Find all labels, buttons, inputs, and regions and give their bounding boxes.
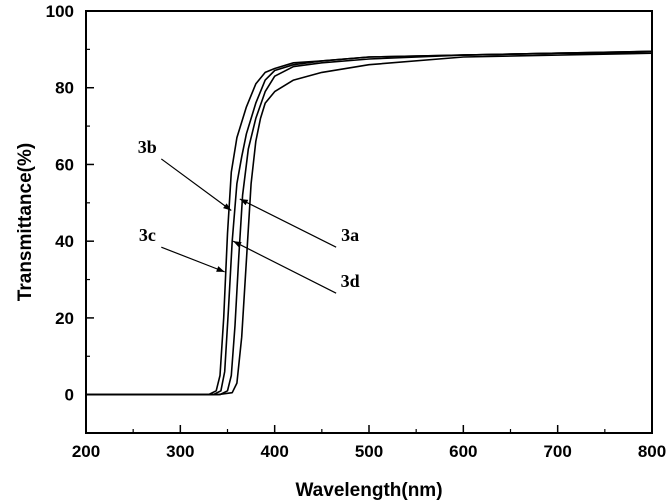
series-line-3c	[86, 52, 652, 396]
tick-labels-group: 200 300 400 500 600 700 800 0 20 40 60 80 100	[46, 2, 667, 461]
x-tick-label: 700	[543, 442, 571, 461]
series-line-3b	[86, 50, 653, 396]
annotation-label: 3b	[138, 137, 157, 157]
y-tick-label: 100	[46, 2, 74, 21]
series-line-3a	[86, 52, 653, 396]
annotations-group: 3b 3a 3c 3d	[138, 137, 360, 294]
annotation-arrow-line	[232, 240, 337, 294]
annotation-label: 3c	[139, 225, 156, 245]
y-tick-label: 40	[55, 232, 74, 251]
annotation-arrow-line	[239, 198, 337, 248]
y-axis-title: Transmittance(%)	[15, 143, 36, 301]
x-tick-label: 300	[166, 442, 194, 461]
annotation-arrow-line	[161, 246, 225, 273]
annotation-arrowhead	[233, 241, 242, 248]
y-tick-label: 0	[65, 386, 74, 405]
annotation-arrowhead	[216, 266, 225, 272]
x-tick-label: 800	[638, 442, 666, 461]
x-axis-title: Wavelength(nm)	[295, 480, 442, 500]
x-tick-label: 200	[72, 442, 100, 461]
y-tick-label: 60	[55, 155, 74, 174]
y-tick-label: 80	[55, 79, 74, 98]
x-tick-label: 400	[260, 442, 288, 461]
annotation-label: 3d	[341, 271, 360, 291]
y-tick-label: 20	[55, 309, 74, 328]
annotation-label: 3a	[341, 225, 359, 245]
plot-frame	[85, 10, 653, 434]
series-group	[86, 50, 653, 396]
ticks-group	[85, 10, 653, 434]
series-line-3d	[86, 50, 653, 396]
annotation-arrowhead	[239, 198, 249, 206]
annotation-arrowhead	[223, 203, 232, 211]
x-tick-label: 500	[355, 442, 383, 461]
annotation-arrow-line	[160, 158, 232, 211]
x-tick-label: 600	[449, 442, 477, 461]
